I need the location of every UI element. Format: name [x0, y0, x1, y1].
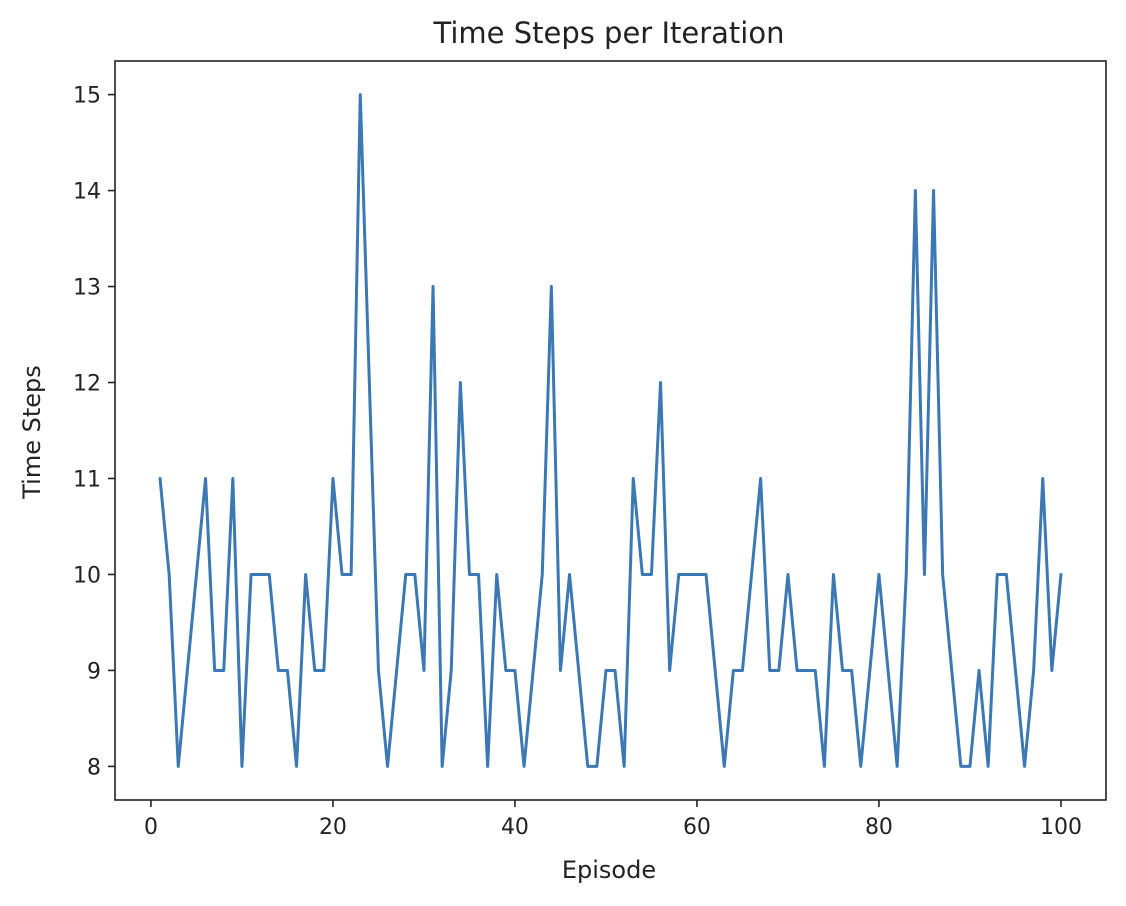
chart-title: Time Steps per Iteration	[433, 16, 785, 50]
x-tick-label: 100	[1040, 815, 1082, 840]
y-tick-label: 13	[73, 276, 101, 301]
series-line-time-steps	[158, 93, 1063, 768]
x-tick-label: 80	[865, 815, 893, 840]
x-axis: 0 20 40 60 80 100	[144, 800, 1082, 840]
y-tick-label: 15	[73, 84, 101, 109]
y-tick-label: 12	[73, 372, 101, 397]
y-axis: 8 9 10 11 12 13 14 15	[73, 84, 115, 780]
y-tick-label: 8	[87, 755, 101, 780]
y-tick-label: 10	[73, 563, 101, 588]
y-tick-label: 14	[73, 180, 101, 205]
y-tick-label: 11	[73, 467, 101, 492]
y-axis-label: Time Steps	[18, 365, 46, 500]
x-axis-label: Episode	[562, 856, 656, 884]
x-tick-label: 40	[501, 815, 529, 840]
x-tick-label: 20	[319, 815, 347, 840]
y-tick-label: 9	[87, 659, 101, 684]
x-tick-label: 0	[144, 815, 158, 840]
x-tick-label: 60	[683, 815, 711, 840]
plot-frame	[114, 60, 1107, 801]
